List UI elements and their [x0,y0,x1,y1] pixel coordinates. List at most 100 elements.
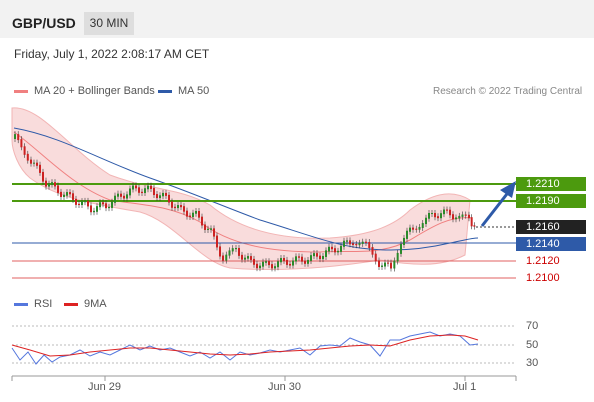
candle-body [307,259,309,264]
candle-body [352,243,354,245]
candle-body [117,193,119,197]
candle-body [210,228,212,230]
candle-body [222,255,224,261]
candle-body [292,260,294,266]
candle-body [168,194,170,203]
candle-body [365,241,367,244]
candle-body [374,253,377,262]
candle-body [225,254,228,261]
rsi-9ma-line [11,334,479,357]
candle-body [253,258,255,265]
candle-body [102,202,104,205]
candle-body [189,215,191,218]
rsi-swatch [14,302,28,306]
candle-body [78,203,80,206]
support-2-label: 1.2120 [526,255,560,267]
candle-body [14,134,16,139]
candle-body [75,198,77,205]
legend-rsi: RSI [14,298,52,310]
candle-body [343,240,345,247]
candle-body [437,216,439,219]
candle-body [295,256,297,262]
candle-body [403,237,405,245]
candle-body [400,243,402,254]
candle-body [219,246,221,257]
candle-body [346,240,348,242]
x-label-jun30: Jun 30 [268,381,302,393]
candle-body [277,261,279,268]
candle-body [387,262,389,264]
candle-body [114,195,116,203]
candle-body [361,241,364,244]
candle-body [183,206,185,212]
candle-body [334,248,336,253]
candle-body [421,223,424,228]
candle-body [390,262,392,269]
candle-body [141,191,143,194]
candle-body [108,206,110,209]
candle-body [406,230,408,239]
x-label-jun29: Jun 29 [88,381,122,393]
candle-body [381,265,383,267]
rsi-line [11,331,479,365]
candle-body [280,258,282,263]
candle-body [150,185,152,189]
candle-body [162,192,164,197]
candle-body [415,228,418,230]
candle-body [192,212,194,218]
candle-body [51,182,53,185]
candle-body [265,261,267,263]
candle-body [48,183,50,187]
candle-body [328,246,330,252]
legend-9ma: 9MA [64,298,107,310]
candle-body [204,224,206,230]
candle-body [304,260,306,264]
candle-body [461,214,464,217]
timeframe-button[interactable]: 30 MIN [84,12,134,35]
candle-body [26,153,29,161]
candle-body [129,188,131,196]
current-price-tag: 1.2160 [516,220,586,234]
candle-body [216,235,218,248]
rsi-tick-30: 30 [526,357,539,369]
candle-body [96,206,98,212]
legend-ma50: MA 50 [158,85,209,97]
candle-body [358,242,361,246]
candle-body [213,228,215,237]
candle-body [331,246,333,250]
candle-body [23,146,26,155]
bollinger-band [11,107,471,271]
candle-body [250,256,252,260]
candle-body [371,247,374,255]
candle-body [247,256,249,259]
legend-ma50-label: MA 50 [178,85,210,97]
candle-body [355,243,358,246]
candle-body [409,227,411,232]
candle-body [36,162,38,166]
chart-panel [0,38,594,402]
candle-body [313,253,315,257]
candle-body [57,185,59,193]
candle-body [147,185,149,190]
candle-body [72,193,74,200]
candle-body [452,214,454,220]
candle-body [60,191,62,197]
rsi-tick-70: 70 [526,320,539,332]
candle-body [473,225,476,227]
candle-body [340,245,342,252]
candle-body [418,226,421,230]
ma50-swatch [158,89,172,93]
candle-body [446,209,448,211]
candle-body [470,217,473,227]
candle-body [198,211,200,218]
candle-body [33,162,35,164]
9ma-swatch [64,302,78,306]
candle-body [274,266,276,269]
candle-body [271,264,273,269]
candle-body [337,250,339,253]
candle-body [66,192,68,196]
candle-body [286,259,288,265]
candle-body [238,248,240,256]
candle-body [135,185,137,189]
